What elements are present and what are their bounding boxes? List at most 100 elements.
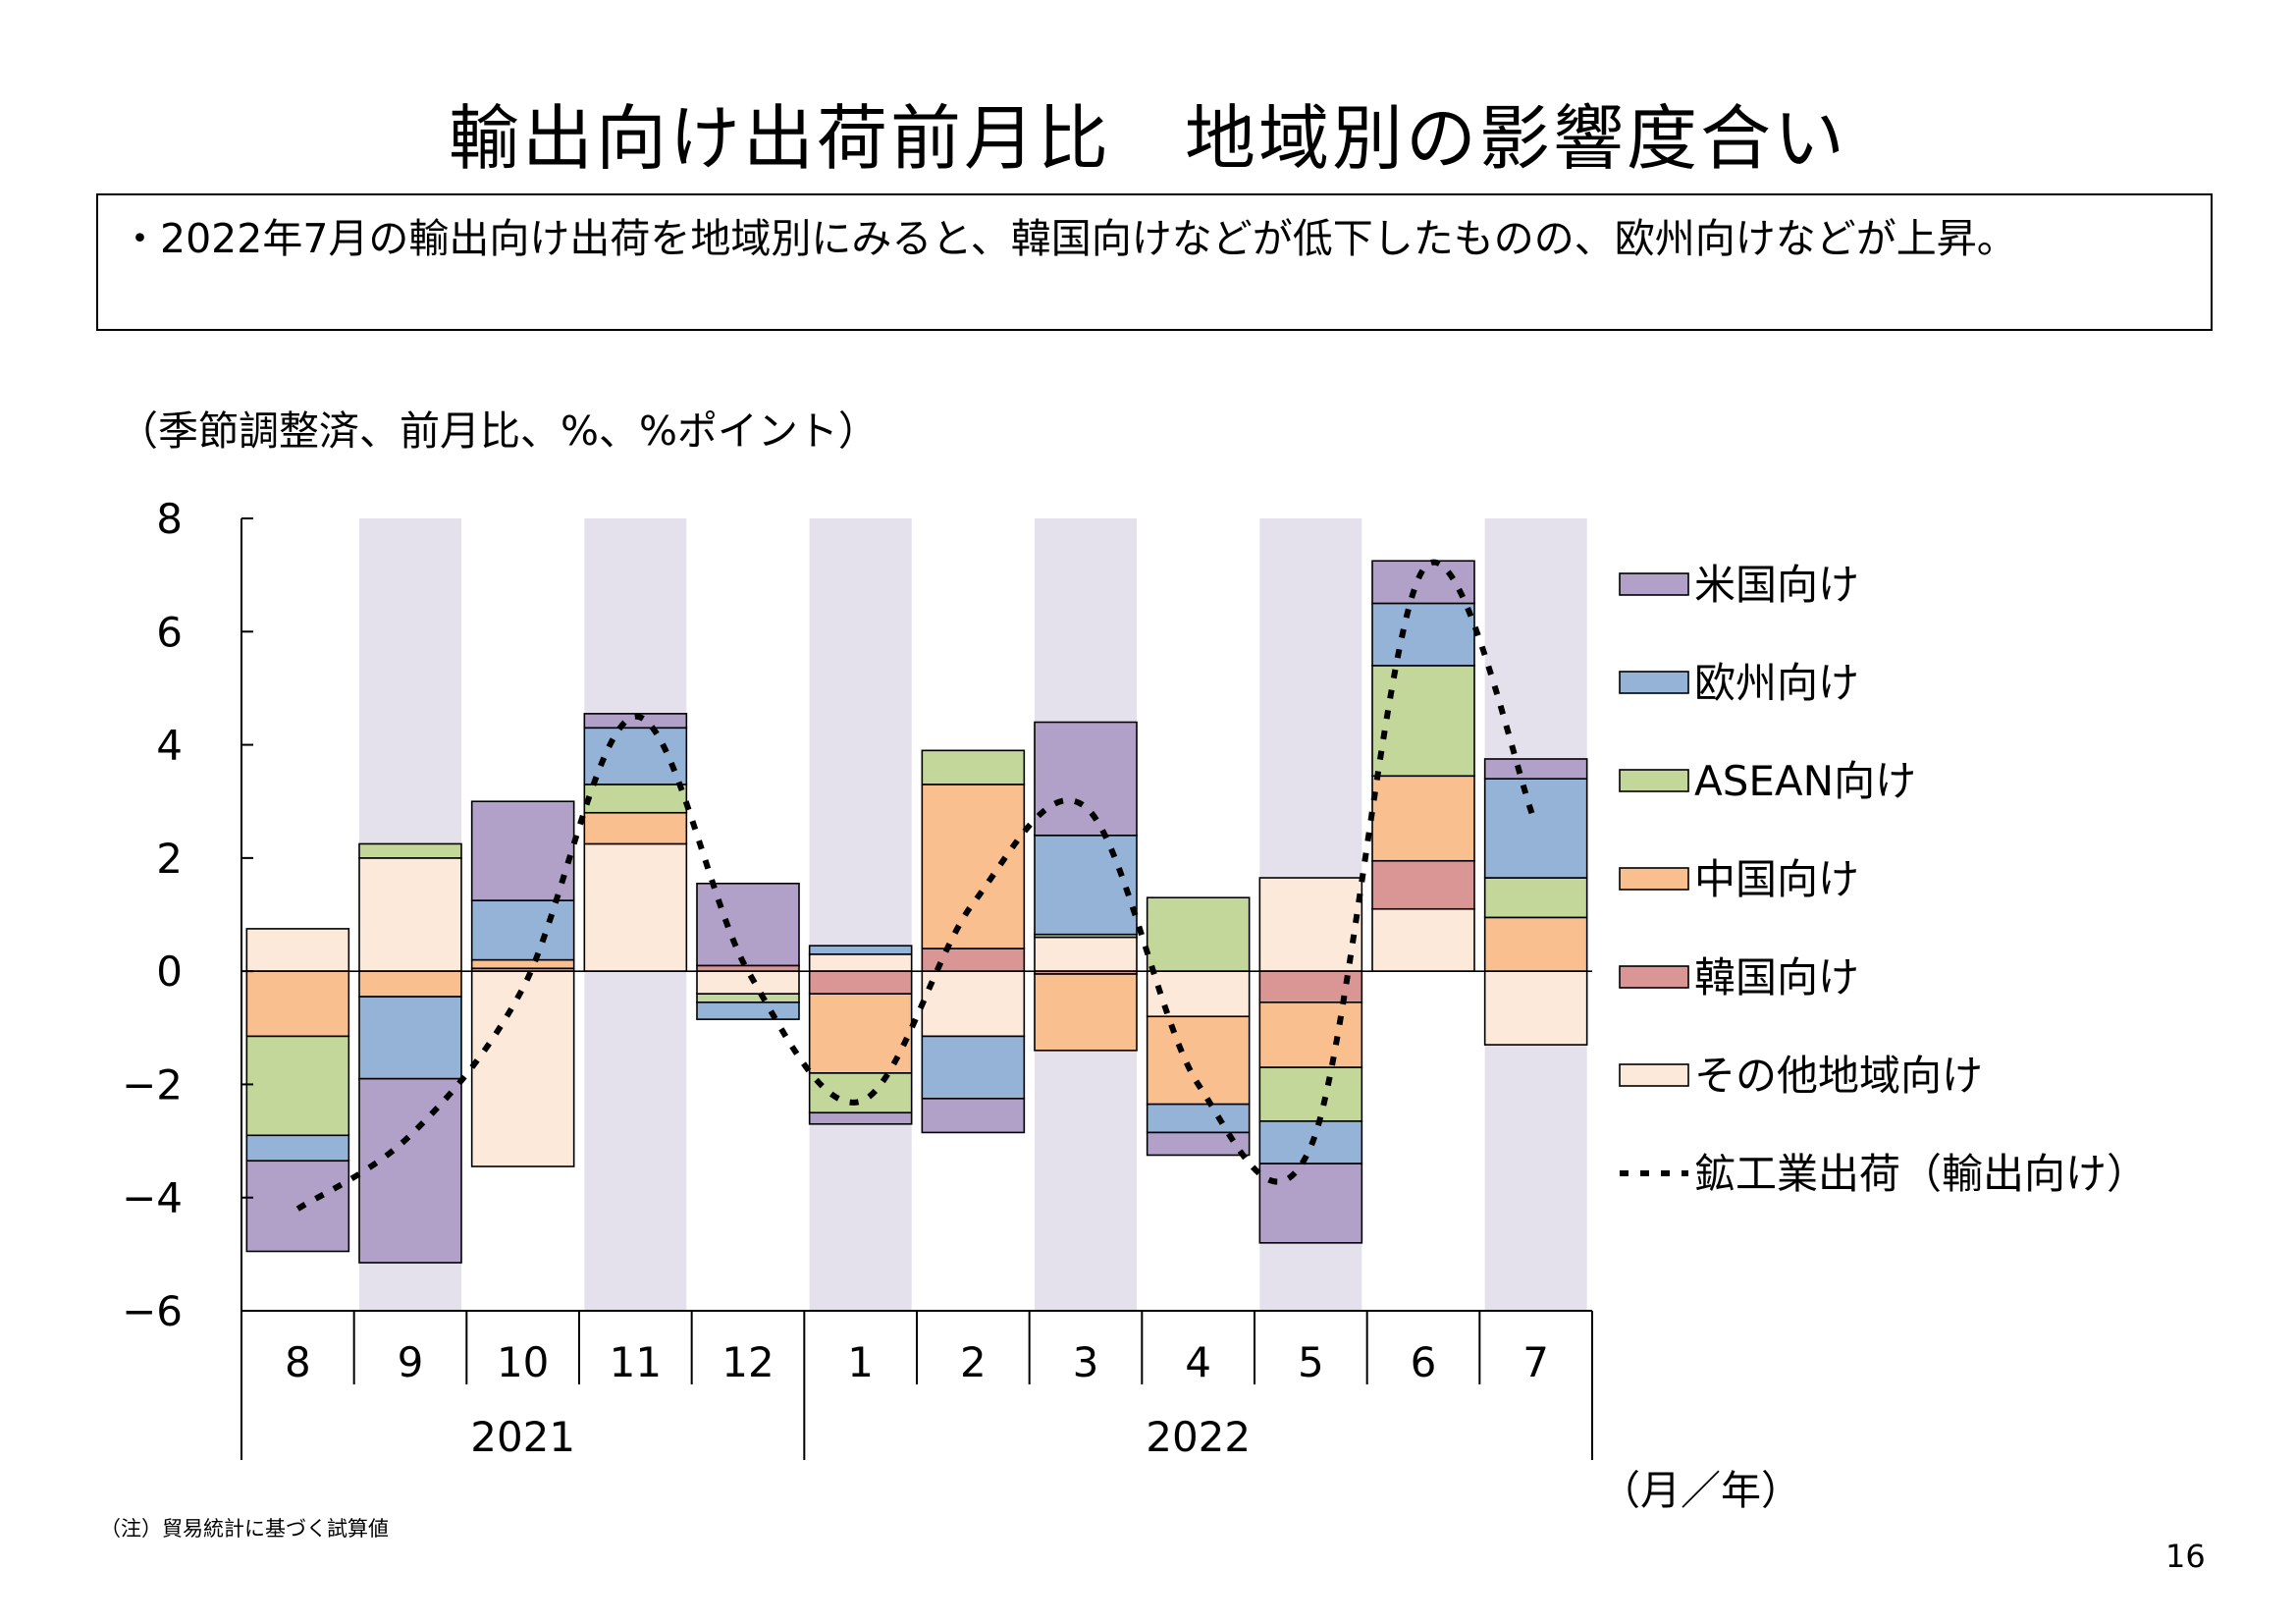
bar-segment xyxy=(808,1111,913,1125)
legend-swatch xyxy=(1619,965,1689,989)
bar-segment xyxy=(1483,970,1588,1046)
y-tick-label: −4 xyxy=(122,1174,183,1222)
year-label: 2022 xyxy=(1146,1413,1251,1461)
legend-swatch xyxy=(1619,1063,1689,1087)
bar-segment xyxy=(358,842,462,859)
summary-box: ・2022年7月の輸出向け出荷を地域別にみると、韓国向けなどが低下したものの、欧… xyxy=(96,193,2213,331)
bar-segment xyxy=(1371,560,1475,605)
year-label: 2021 xyxy=(470,1413,575,1461)
y-tick-label: 8 xyxy=(156,495,183,543)
x-tick-label: 3 xyxy=(1073,1338,1099,1386)
bar-segment xyxy=(1034,973,1138,1052)
legend-swatch xyxy=(1619,867,1689,891)
y-tick-label: −6 xyxy=(122,1287,183,1335)
bar-segment xyxy=(245,1035,350,1137)
x-tick-label: 7 xyxy=(1522,1338,1549,1386)
y-tick-label: 6 xyxy=(156,608,183,656)
bar-segment xyxy=(1258,1066,1363,1122)
shipments-line xyxy=(295,559,1539,1212)
bar-segment xyxy=(696,1001,800,1020)
bar-segment xyxy=(1258,1001,1363,1068)
bar-segment xyxy=(1146,970,1251,1018)
bar-segment xyxy=(470,899,575,961)
legend-swatch xyxy=(1619,769,1689,792)
bar-segment xyxy=(1034,936,1138,972)
bar-segment xyxy=(583,842,688,972)
bar-segment xyxy=(1371,859,1475,910)
legend-swatch xyxy=(1619,572,1689,596)
bar-segment xyxy=(808,1072,913,1114)
bar-segment xyxy=(1258,877,1363,972)
bar-segment xyxy=(808,953,913,972)
legend-label: 韓国向け xyxy=(1694,953,1859,1001)
x-tick-label: 11 xyxy=(610,1338,662,1386)
bar-segment xyxy=(1146,1131,1251,1157)
legend-label: その他地域向け xyxy=(1694,1052,1983,1100)
summary-text: ・2022年7月の輸出向け出荷を地域別にみると、韓国向けなどが低下したものの、欧… xyxy=(120,215,2017,262)
y-tick-label: −2 xyxy=(122,1060,183,1109)
bar-segment xyxy=(470,970,575,1167)
bar-segment xyxy=(1371,665,1475,778)
shipments-line-path xyxy=(295,559,1539,1212)
x-unit-label: （月／年） xyxy=(1600,1467,1801,1514)
bar-segment xyxy=(808,945,913,955)
footnote: （注）貿易統計に基づく試算値 xyxy=(100,1517,389,1541)
bar-segment xyxy=(1371,907,1475,972)
bar-segment xyxy=(358,1077,462,1264)
y-tick-label: 2 xyxy=(156,835,183,883)
bar-segment xyxy=(1034,834,1138,936)
bar-segment xyxy=(1146,1103,1251,1134)
x-tick-label: 2 xyxy=(960,1338,987,1386)
bar-segment xyxy=(245,1134,350,1163)
shade-band xyxy=(809,518,912,1311)
bar-segment xyxy=(921,1098,1026,1134)
bar-segment xyxy=(1371,602,1475,667)
bar-segment xyxy=(696,970,800,996)
bar-segment xyxy=(808,970,913,996)
x-tick-label: 9 xyxy=(398,1338,424,1386)
bar-segment xyxy=(583,784,688,814)
bar-segment xyxy=(1483,758,1588,780)
legend-swatch xyxy=(1619,671,1689,694)
bar-segment xyxy=(470,958,575,970)
legend-label: 欧州向け xyxy=(1694,659,1859,707)
bar-segment xyxy=(1146,1015,1251,1106)
unit-note: （季節調整済、前月比、%、%ポイント） xyxy=(118,407,879,455)
bar-segment xyxy=(921,970,1026,1038)
bar-segment xyxy=(1146,896,1251,972)
stacked-bars xyxy=(245,560,1588,1264)
bar-segment xyxy=(1034,721,1138,837)
bar-segment xyxy=(470,800,575,901)
bar-segment xyxy=(358,970,462,998)
bar-segment xyxy=(921,1035,1026,1100)
bar-segment xyxy=(921,784,1026,949)
legend-label: 米国向け xyxy=(1694,561,1859,609)
bar-segment xyxy=(1371,775,1475,862)
x-tick-label: 6 xyxy=(1411,1338,1437,1386)
bar-segment xyxy=(245,928,350,972)
slide-title: 輸出向け出荷前月比 地域別の影響度合い xyxy=(448,97,1847,180)
bar-segment xyxy=(358,857,462,972)
bar-segment xyxy=(696,882,800,967)
x-tick-label: 4 xyxy=(1185,1338,1211,1386)
bar-segment xyxy=(1258,1163,1363,1244)
bar-segment xyxy=(358,996,462,1080)
x-tick-label: 5 xyxy=(1298,1338,1324,1386)
page-number: 16 xyxy=(2165,1538,2206,1575)
x-tick-label: 10 xyxy=(497,1338,549,1386)
bar-segment xyxy=(696,964,800,972)
y-tick-label: 0 xyxy=(156,947,183,996)
bar-segment xyxy=(583,727,688,785)
bar-segment xyxy=(1483,778,1588,879)
x-tick-label: 1 xyxy=(847,1338,874,1386)
bar-segment xyxy=(921,749,1026,785)
legend-label: ASEAN向け xyxy=(1694,757,1916,805)
x-tick-label: 12 xyxy=(721,1338,774,1386)
bar-segment xyxy=(1483,916,1588,972)
y-tick-label: 4 xyxy=(156,722,183,770)
legend-label: 中国向け xyxy=(1694,855,1859,903)
bar-segment xyxy=(245,970,350,1038)
